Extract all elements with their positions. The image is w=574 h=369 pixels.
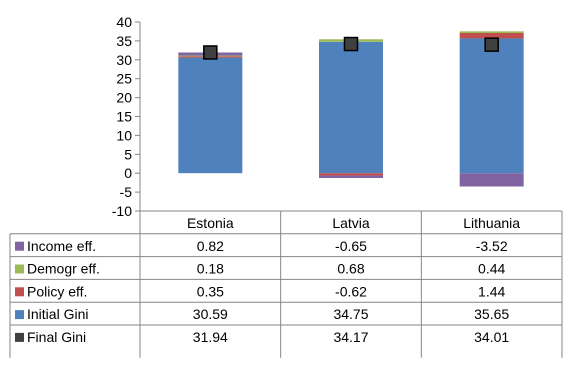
- data-label: 34.17: [333, 329, 368, 345]
- series-label: Final Gini: [27, 329, 86, 345]
- final-gini-marker-estonia: [203, 45, 218, 60]
- bar-segment-policy-eff-latvia: [319, 173, 383, 176]
- y-tick-label: 5: [124, 146, 132, 162]
- series-label: Policy eff.: [27, 283, 87, 299]
- data-label: 34.75: [333, 306, 368, 322]
- data-label: -0.65: [335, 238, 367, 254]
- data-label: 35.65: [474, 306, 509, 322]
- data-label: 0.44: [478, 261, 505, 277]
- legend-key-demogr-eff: [15, 264, 24, 274]
- data-label: 0.35: [197, 283, 224, 299]
- bar-segment-demogr-eff-lithuania: [459, 31, 524, 33]
- y-tick-label: -10: [112, 203, 132, 219]
- data-table: Estonia Latvia Lithuania Income eff. 0.82 -0.…: [9, 210, 563, 358]
- y-tick-label: 20: [116, 90, 132, 106]
- y-tick-label: -5: [120, 184, 133, 200]
- series-label: Demogr eff.: [27, 261, 100, 277]
- y-tick-label: 35: [116, 33, 132, 49]
- y-tick-label: 25: [116, 71, 132, 87]
- legend-key-initial-gini: [15, 310, 24, 320]
- bar-segment-initial-gini-estonia: [178, 57, 243, 174]
- bar-segment-income-eff-lithuania: [459, 173, 524, 187]
- bar-segment-initial-gini-latvia: [319, 41, 383, 174]
- data-label: 1.44: [478, 283, 505, 299]
- category-label: Lithuania: [463, 215, 520, 231]
- data-label: -3.52: [476, 238, 508, 254]
- series-label: Initial Gini: [27, 306, 88, 322]
- data-label: 0.18: [197, 261, 224, 277]
- final-gini-marker-lithuania: [484, 37, 499, 52]
- data-label: 31.94: [193, 329, 228, 345]
- y-axis: 40 35 30 25 20 15 10 5 0 -5 -10: [112, 14, 141, 219]
- data-label: 30.59: [193, 306, 228, 322]
- final-gini-marker-latvia: [343, 36, 359, 52]
- y-tick-label: 30: [116, 52, 132, 68]
- category-label: Latvia: [332, 215, 370, 231]
- data-label: 34.01: [474, 329, 509, 345]
- legend-key-income-eff: [15, 241, 24, 251]
- bar-segment-income-eff-latvia: [319, 175, 383, 179]
- data-label: 0.82: [197, 238, 224, 254]
- y-tick-label: 15: [116, 109, 132, 125]
- category-label: Estonia: [187, 215, 234, 231]
- bar-segment-policy-eff-lithuania: [459, 32, 524, 39]
- legend-key-final-gini: [15, 332, 24, 342]
- y-tick-label: 0: [124, 165, 132, 181]
- series-label: Income eff.: [27, 238, 96, 254]
- y-tick-label: 40: [116, 14, 132, 30]
- legend-key-policy-eff: [15, 287, 24, 297]
- plot-area: [178, 31, 524, 187]
- data-label: 0.68: [337, 261, 364, 277]
- bar-segment-initial-gini-lithuania: [459, 38, 524, 174]
- y-tick-label: 10: [116, 127, 132, 143]
- data-label: -0.62: [335, 283, 367, 299]
